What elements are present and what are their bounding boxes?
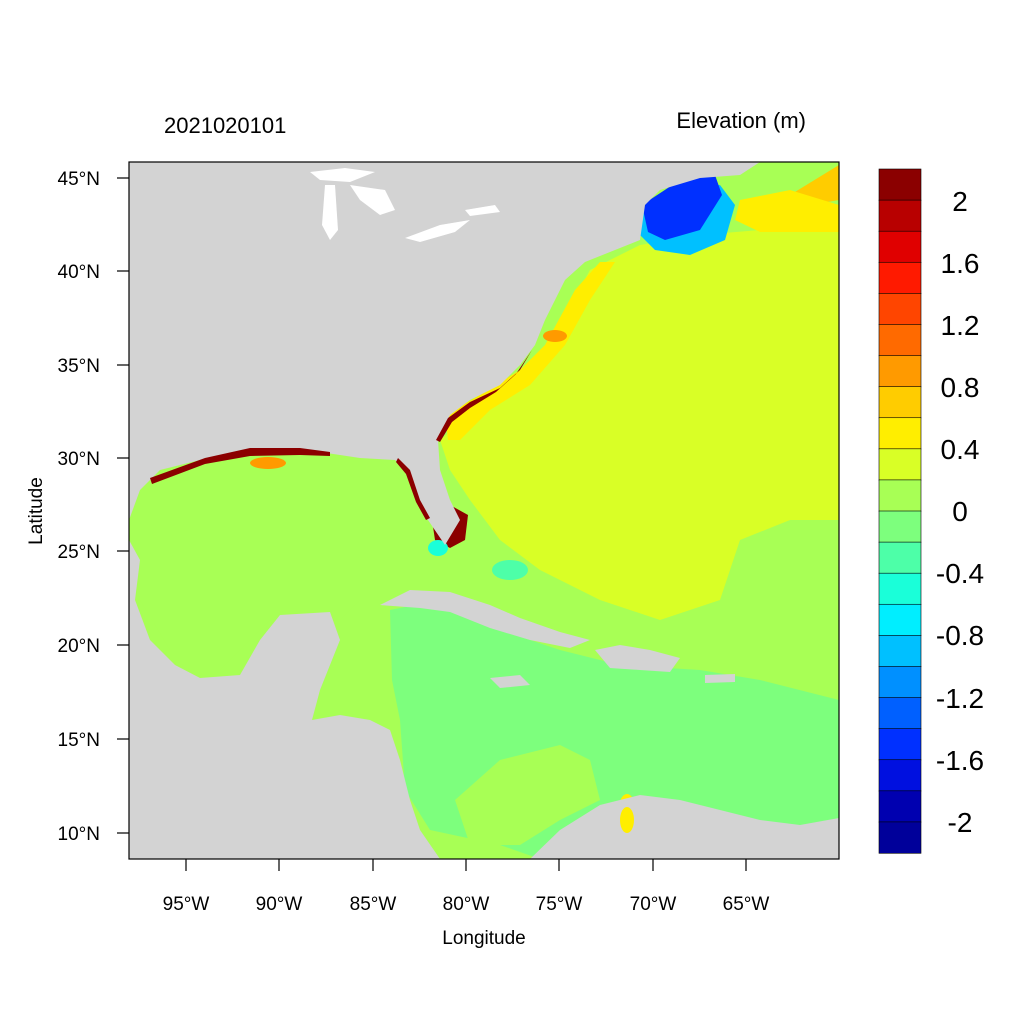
x-tick-label: 70°W: [630, 894, 677, 915]
lake-erie: [405, 220, 470, 242]
jamaica-land: [490, 675, 530, 688]
x-tick-label: 85°W: [350, 894, 397, 915]
atlantic-field: [440, 230, 839, 620]
florida-bay-low: [428, 540, 448, 556]
y-tick-label: 45°N: [58, 169, 100, 190]
colorbar-swatch: [878, 635, 922, 668]
colorbar-swatch: [878, 168, 922, 201]
colorbar-label: -2: [948, 807, 973, 838]
colorbar-label: 2: [952, 186, 968, 217]
y-axis-label: Latitude: [26, 477, 47, 545]
gulf-of-maine-core: [642, 175, 722, 240]
y-axis: 45°N 40°N 35°N 30°N 25°N 20°N 15°N 10°N …: [26, 169, 129, 845]
colorbar-label: -0.4: [936, 558, 984, 589]
colorbar-swatch: [878, 479, 922, 512]
louisiana-coast-high: [250, 457, 286, 469]
x-axis-label: Longitude: [442, 928, 525, 949]
y-tick-label: 15°N: [58, 730, 100, 751]
colorbar: [878, 168, 922, 854]
puerto-rico-land: [705, 674, 735, 683]
colorbar-swatch: [878, 510, 922, 543]
colorbar-swatch: [878, 261, 922, 294]
colorbar-swatch: [878, 759, 922, 792]
x-tick-label: 90°W: [256, 894, 303, 915]
variable-title: Elevation (m): [676, 108, 806, 133]
lake-huron: [350, 185, 395, 215]
x-tick-label: 65°W: [723, 894, 770, 915]
y-tick-label: 35°N: [58, 356, 100, 377]
x-tick-label: 75°W: [536, 894, 583, 915]
colorbar-label: 0: [952, 496, 968, 527]
y-tick-label: 30°N: [58, 449, 100, 470]
ne-shelf-band: [735, 190, 839, 232]
y-tick-label: 40°N: [58, 262, 100, 283]
colorbar-label: -0.8: [936, 620, 984, 651]
y-tick-label: 20°N: [58, 636, 100, 657]
colorbar-label: 0.8: [941, 372, 980, 403]
colorbar-swatch: [878, 821, 922, 854]
great-lakes: [310, 168, 500, 242]
florida-west-speckle: [396, 458, 430, 520]
colorbar-label: 0.4: [941, 434, 980, 465]
colorbar-swatch: [878, 199, 922, 232]
hispaniola-land: [595, 645, 680, 672]
colorbar-swatch: [878, 790, 922, 823]
colorbar-swatch: [878, 572, 922, 605]
x-tick-label: 95°W: [163, 894, 210, 915]
gulf-field: [140, 455, 400, 670]
colorbar-label: -1.6: [936, 745, 984, 776]
colorbar-swatch: [878, 324, 922, 357]
x-axis: 95°W 90°W 85°W 80°W 75°W 70°W 65°W Longi…: [163, 859, 770, 949]
colorbar-labels: 2 1.6 1.2 0.8 0.4 0 -0.4 -0.8 -1.2 -1.6 …: [936, 186, 984, 838]
lake-maracaibo: [620, 807, 634, 833]
colorbar-swatch: [878, 386, 922, 419]
y-tick-label: 25°N: [58, 542, 100, 563]
colorbar-swatch: [878, 666, 922, 699]
colorbar-swatch: [878, 355, 922, 388]
colorbar-label: 1.2: [941, 310, 980, 341]
y-tick-label: 10°N: [58, 824, 100, 845]
cuba-land: [380, 590, 590, 648]
x-tick-label: 80°W: [443, 894, 490, 915]
colorbar-swatch: [878, 541, 922, 574]
caribbean-south-patch: [455, 745, 600, 845]
colorbar-label: 1.6: [941, 248, 980, 279]
colorbar-swatch: [878, 697, 922, 730]
coastal-surge-points: [150, 345, 535, 520]
lake-ontario: [465, 205, 500, 216]
mexico-land: [129, 540, 440, 859]
colorbar-swatch: [878, 603, 922, 636]
map-area: [129, 162, 839, 859]
chesapeake-high: [543, 330, 567, 342]
colorbar-swatch: [878, 293, 922, 326]
colorbar-label: -1.2: [936, 683, 984, 714]
timestamp-title: 2021020101: [164, 113, 286, 138]
south-america-land: [530, 795, 839, 859]
plot-frame: [128, 161, 840, 860]
gulf-coast-speckle: [150, 448, 330, 484]
colorbar-swatch: [878, 448, 922, 481]
colorbar-swatch: [878, 728, 922, 761]
colorbar-swatch: [878, 230, 922, 263]
bahama-bank: [492, 560, 528, 580]
lake-michigan: [322, 185, 338, 240]
colorbar-swatch: [878, 417, 922, 450]
lake-superior: [310, 168, 375, 182]
